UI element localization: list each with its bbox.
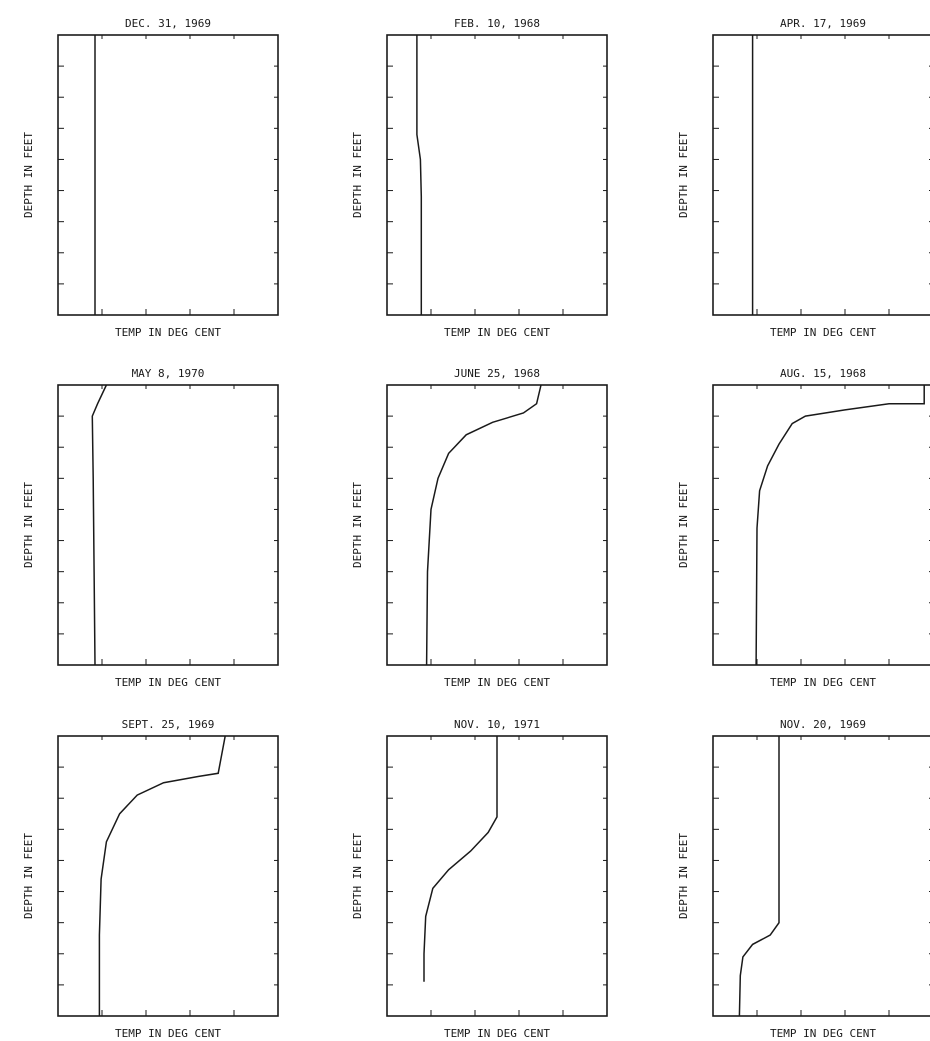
chart-title: AUG. 15, 1968 bbox=[780, 367, 866, 380]
temperature-profile-line bbox=[416, 35, 423, 315]
plot-frame bbox=[712, 384, 930, 666]
chart-title: APR. 17, 1969 bbox=[780, 17, 866, 30]
y-axis-label: DEPTH IN FEET bbox=[22, 833, 35, 919]
y-axis-label: DEPTH IN FEET bbox=[351, 482, 364, 568]
plot-frame bbox=[386, 34, 608, 316]
temperature-profile-line bbox=[423, 736, 498, 982]
chart-title: SEPT. 25, 1969 bbox=[122, 718, 215, 731]
depth-temperature-chart-9: NOV. 20, 1969 TEMP IN DEG CENT DEPTH IN FE… bbox=[677, 718, 930, 1040]
plot-frame bbox=[57, 34, 279, 316]
y-axis-label: DEPTH IN FEET bbox=[351, 132, 364, 218]
depth-temperature-chart-2: FEB. 10, 1968 TEMP IN DEG CENT DEPTH IN FE… bbox=[351, 17, 608, 339]
depth-temperature-chart-4: MAY 8, 1970 TEMP IN DEG CENT DEPTH IN FEET bbox=[22, 367, 279, 689]
temperature-profile-line bbox=[91, 384, 108, 666]
chart-title: MAY 8, 1970 bbox=[132, 367, 205, 380]
temperature-profile-line bbox=[98, 735, 226, 1016]
y-axis-label: DEPTH IN FEET bbox=[677, 833, 690, 919]
chart-title: DEC. 31, 1969 bbox=[125, 17, 211, 30]
y-axis-label: DEPTH IN FEET bbox=[677, 482, 690, 568]
x-axis-label: TEMP IN DEG CENT bbox=[444, 676, 550, 689]
temperature-profile-line bbox=[755, 385, 925, 666]
x-axis-label: TEMP IN DEG CENT bbox=[444, 1027, 550, 1040]
plot-frame bbox=[386, 384, 608, 666]
depth-temperature-chart-8: NOV. 10, 1971 TEMP IN DEG CENT DEPTH IN FE… bbox=[351, 718, 608, 1040]
y-axis-label: DEPTH IN FEET bbox=[22, 482, 35, 568]
depth-temperature-chart-7: SEPT. 25, 1969 TEMP IN DEG CENT DEPTH IN F… bbox=[22, 718, 279, 1040]
y-axis-label: DEPTH IN FEET bbox=[351, 833, 364, 919]
temperature-profile-line bbox=[738, 736, 780, 1017]
y-axis-label: DEPTH IN FEET bbox=[22, 132, 35, 218]
x-axis-label: TEMP IN DEG CENT bbox=[770, 676, 876, 689]
plot-frame bbox=[57, 384, 279, 666]
x-axis-label: TEMP IN DEG CENT bbox=[115, 1027, 221, 1040]
depth-temperature-chart-1: DEC. 31, 1969 TEMP IN DEG CENT DEPTH IN FE… bbox=[22, 17, 279, 339]
x-axis-label: TEMP IN DEG CENT bbox=[444, 326, 550, 339]
x-axis-label: TEMP IN DEG CENT bbox=[770, 1027, 876, 1040]
depth-temperature-chart-6: AUG. 15, 1968 TEMP IN DEG CENT DEPTH IN FE… bbox=[677, 367, 930, 689]
plot-frame bbox=[712, 34, 930, 316]
chart-title: JUNE 25, 1968 bbox=[454, 367, 540, 380]
y-axis-label: DEPTH IN FEET bbox=[677, 132, 690, 218]
temperature-profile-line bbox=[425, 384, 542, 666]
chart-title: NOV. 10, 1971 bbox=[454, 718, 540, 731]
depth-temperature-chart-3: APR. 17, 1969 TEMP IN DEG CENT DEPTH IN FE… bbox=[677, 17, 930, 339]
plot-frame bbox=[57, 735, 279, 1017]
depth-temperature-chart-5: JUNE 25, 1968 TEMP IN DEG CENT DEPTH IN FE… bbox=[351, 367, 608, 689]
x-axis-label: TEMP IN DEG CENT bbox=[115, 326, 221, 339]
x-axis-label: TEMP IN DEG CENT bbox=[115, 676, 221, 689]
chart-title: FEB. 10, 1968 bbox=[454, 17, 540, 30]
plot-frame bbox=[712, 735, 930, 1017]
x-axis-label: TEMP IN DEG CENT bbox=[770, 326, 876, 339]
chart-title: NOV. 20, 1969 bbox=[780, 718, 866, 731]
